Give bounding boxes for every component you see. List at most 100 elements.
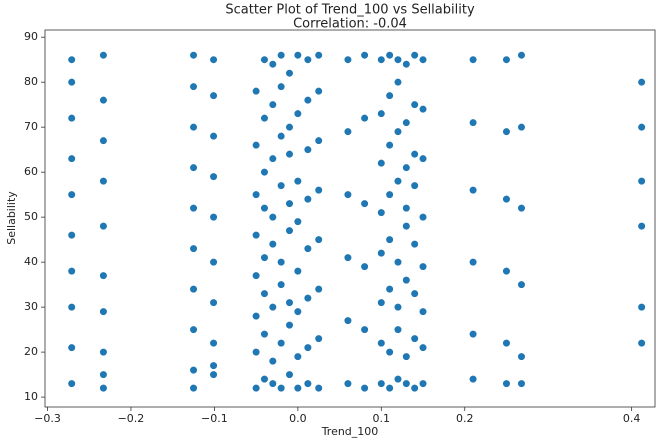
y-axis-label: Sellability bbox=[5, 191, 18, 245]
point bbox=[410, 384, 419, 393]
point bbox=[360, 384, 369, 393]
point bbox=[285, 150, 294, 159]
point bbox=[360, 51, 369, 60]
point bbox=[67, 190, 76, 199]
point bbox=[402, 352, 411, 361]
point bbox=[385, 285, 394, 294]
point bbox=[418, 154, 428, 163]
point bbox=[209, 258, 218, 267]
point bbox=[360, 199, 369, 208]
point bbox=[209, 298, 218, 307]
point bbox=[285, 370, 294, 379]
point bbox=[189, 366, 198, 375]
point bbox=[517, 280, 526, 289]
point bbox=[402, 163, 411, 172]
point bbox=[314, 186, 323, 195]
point bbox=[410, 51, 419, 60]
point bbox=[502, 339, 511, 348]
point bbox=[418, 105, 428, 114]
point bbox=[360, 325, 369, 334]
y-tick-label: 30 bbox=[24, 300, 38, 313]
y-tick-label: 70 bbox=[24, 120, 38, 133]
point bbox=[260, 253, 269, 262]
point bbox=[517, 123, 526, 132]
point bbox=[303, 379, 312, 388]
point bbox=[67, 55, 76, 64]
point bbox=[268, 379, 277, 388]
point bbox=[209, 339, 218, 348]
point bbox=[268, 303, 277, 312]
x-tick-label: −0.3 bbox=[34, 412, 61, 425]
point bbox=[402, 379, 411, 388]
point bbox=[410, 100, 419, 109]
point bbox=[385, 190, 394, 199]
point bbox=[377, 249, 386, 258]
point bbox=[418, 213, 428, 222]
point bbox=[418, 379, 428, 388]
point bbox=[402, 204, 411, 213]
point bbox=[637, 222, 646, 231]
point bbox=[393, 258, 403, 267]
point bbox=[277, 384, 286, 393]
point bbox=[285, 226, 294, 235]
point bbox=[189, 204, 198, 213]
point bbox=[293, 352, 302, 361]
point bbox=[277, 258, 286, 267]
point bbox=[402, 222, 411, 231]
point bbox=[277, 181, 286, 190]
point bbox=[517, 352, 526, 361]
point bbox=[252, 348, 261, 357]
point bbox=[468, 375, 478, 384]
point bbox=[268, 240, 277, 249]
point bbox=[343, 127, 353, 136]
point bbox=[99, 384, 108, 393]
point bbox=[268, 100, 277, 109]
point bbox=[67, 114, 76, 123]
point bbox=[377, 55, 386, 64]
chart-subtitle: Correlation: -0.04 bbox=[293, 17, 407, 32]
point bbox=[99, 370, 108, 379]
point bbox=[637, 339, 646, 348]
point bbox=[393, 303, 403, 312]
point bbox=[277, 280, 286, 289]
point bbox=[637, 303, 646, 312]
point bbox=[303, 96, 312, 105]
point bbox=[502, 55, 511, 64]
point bbox=[189, 123, 198, 132]
point bbox=[285, 298, 294, 307]
point bbox=[285, 69, 294, 78]
point bbox=[402, 276, 411, 285]
point bbox=[385, 235, 394, 244]
y-tick-label: 10 bbox=[24, 390, 38, 403]
point bbox=[418, 55, 428, 64]
point bbox=[402, 60, 411, 69]
point bbox=[377, 339, 386, 348]
plot-frame bbox=[44, 29, 656, 408]
point bbox=[99, 222, 108, 231]
point bbox=[502, 379, 511, 388]
point bbox=[260, 375, 269, 384]
point bbox=[393, 78, 403, 87]
point bbox=[67, 78, 76, 87]
point bbox=[285, 321, 294, 330]
y-tick-label: 60 bbox=[24, 165, 38, 178]
point bbox=[502, 267, 511, 276]
point bbox=[260, 289, 269, 298]
point bbox=[252, 87, 261, 96]
point bbox=[517, 51, 526, 60]
point bbox=[377, 208, 386, 217]
point bbox=[268, 213, 277, 222]
point bbox=[252, 231, 261, 240]
point bbox=[67, 231, 76, 240]
point bbox=[67, 154, 76, 163]
point bbox=[303, 244, 312, 253]
point bbox=[502, 195, 511, 204]
point bbox=[314, 87, 323, 96]
point bbox=[293, 177, 302, 186]
point bbox=[468, 330, 478, 339]
point bbox=[385, 51, 394, 60]
point bbox=[360, 262, 369, 271]
point bbox=[189, 325, 198, 334]
point bbox=[99, 348, 108, 357]
